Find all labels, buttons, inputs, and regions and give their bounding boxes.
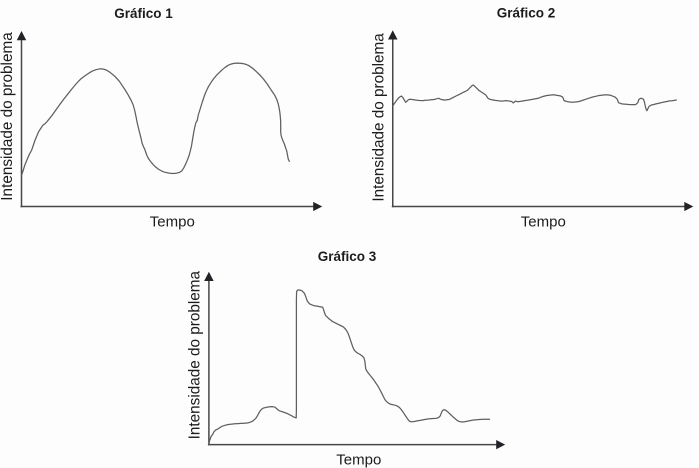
svg-text:Tempo: Tempo	[336, 452, 381, 468]
svg-text:Intensidade do problema: Intensidade do problema	[0, 32, 16, 201]
svg-text:Gráfico 1: Gráfico 1	[114, 6, 173, 21]
svg-text:Tempo: Tempo	[150, 213, 195, 230]
svg-text:Gráfico 3: Gráfico 3	[318, 249, 377, 264]
svg-text:Tempo: Tempo	[521, 214, 566, 231]
svg-text:Intensidade do problema: Intensidade do problema	[186, 270, 203, 439]
svg-text:Intensidade do problema: Intensidade do problema	[370, 33, 387, 202]
svg-text:Gráfico 2: Gráfico 2	[497, 6, 556, 21]
